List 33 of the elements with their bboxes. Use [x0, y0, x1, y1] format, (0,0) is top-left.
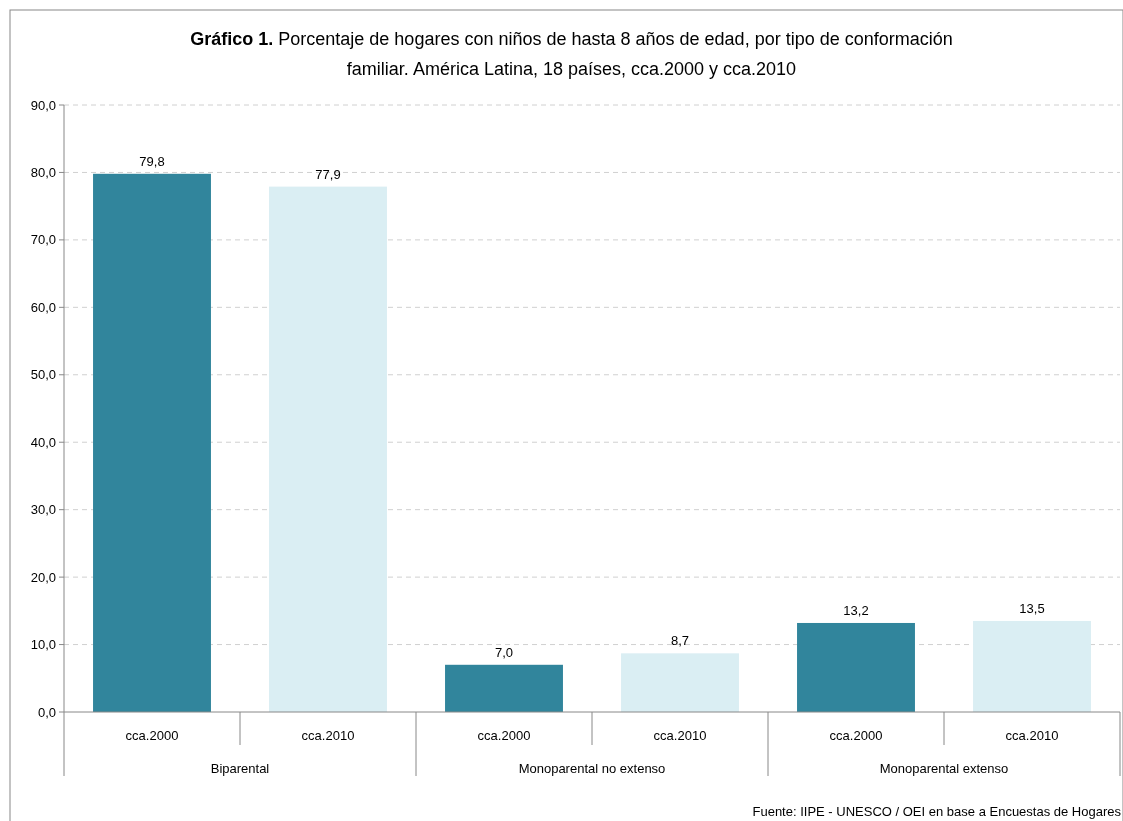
- text: cca.2010: [653, 728, 707, 743]
- y-tick-label: 10,0: [30, 637, 56, 653]
- y-tick-label: 60,0: [30, 299, 56, 315]
- bar: [269, 186, 387, 712]
- x-tick-label: Biparental: [210, 761, 270, 776]
- x-tick-label: Monoparental extenso: [879, 761, 1009, 776]
- text: cca.2010: [1005, 728, 1059, 743]
- x-tick-label: Monoparental no extenso: [518, 761, 666, 776]
- text: cca.2000: [829, 728, 883, 743]
- source-note: Fuente: IIPE - UNESCO / OEI en base a Encuestas de Hogares: [752, 804, 1122, 819]
- y-tick-label: 70,0: [30, 232, 56, 248]
- y-tick-label: 0,0: [37, 704, 56, 720]
- chart-title: Gráfico 1. Porcentaje de hogares con niños de hasta 8 años de edad, por tipo de conformación familiar. América Latina, 18 países, cca.2000 y cca.2010: [190, 29, 953, 79]
- series-label: cca.2010: [301, 728, 355, 743]
- data-label: 8,7: [670, 633, 690, 649]
- text: cca.2000: [477, 728, 531, 743]
- bar: [621, 653, 739, 712]
- y-tick-label: 30,0: [30, 502, 56, 518]
- bar: [973, 620, 1091, 712]
- bar: [93, 173, 211, 712]
- y-tick-label: 80,0: [30, 164, 56, 180]
- y-tick-label: 20,0: [30, 569, 56, 585]
- data-label: 13,2: [843, 602, 869, 618]
- data-label: 7,0: [494, 644, 514, 660]
- bar: [445, 664, 563, 712]
- data-label: 79,8: [139, 153, 165, 169]
- data-label: 77,9: [315, 166, 341, 182]
- data-label: 13,5: [1019, 600, 1045, 616]
- y-tick-label: 90,0: [30, 97, 56, 113]
- bar: [797, 622, 915, 712]
- y-tick-label: 40,0: [30, 434, 56, 450]
- y-tick-label: 50,0: [30, 367, 56, 383]
- series-label: cca.2000: [125, 728, 179, 743]
